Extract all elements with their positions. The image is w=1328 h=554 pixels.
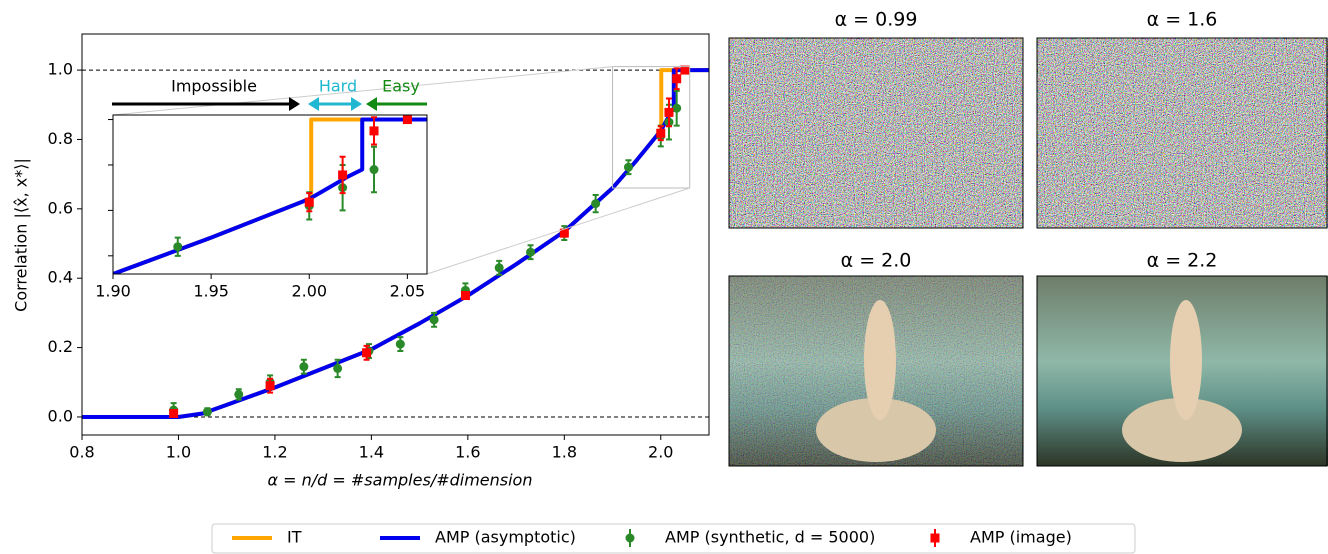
figure-shape — [864, 300, 896, 420]
annotation: Hard — [319, 77, 357, 96]
point — [460, 291, 470, 301]
point — [40, 290, 49, 299]
point — [304, 197, 314, 207]
panel-frame — [728, 275, 1024, 467]
x-tick-label: 1.8 — [552, 443, 577, 462]
x-tick-label: 2.0 — [648, 443, 673, 462]
panel-frame — [728, 37, 1024, 229]
point — [369, 165, 379, 175]
point — [429, 315, 439, 325]
point — [559, 228, 569, 238]
point — [362, 348, 372, 358]
y-tick-label: 0.8 — [48, 129, 73, 148]
y-tick-label: 0.6 — [48, 198, 73, 217]
point — [338, 170, 348, 180]
annotation: Impossible — [171, 77, 257, 96]
point — [395, 339, 405, 349]
shell — [816, 398, 936, 462]
line — [113, 117, 427, 274]
legend-label: AMP (asymptotic) — [435, 528, 576, 547]
x-tick-label: 1.2 — [262, 443, 287, 462]
point — [526, 247, 536, 257]
x-tick-label: 2.00 — [291, 282, 327, 301]
zoom-box — [612, 66, 691, 189]
x-tick-label: 1.0 — [166, 443, 191, 462]
x-tick-label: 2.05 — [390, 282, 426, 301]
panel-title: α = 0.99 — [835, 9, 918, 31]
x-tick-label: 1.90 — [95, 282, 131, 301]
panel-frame — [1036, 37, 1328, 229]
zoom-connector — [112, 66, 613, 116]
figure-shape — [1170, 300, 1202, 420]
zoom-connector — [426, 187, 690, 275]
point — [265, 381, 275, 391]
point — [202, 407, 212, 417]
panel-frame — [1036, 275, 1328, 467]
legend-label: AMP (synthetic, d = 5000) — [665, 528, 875, 547]
point — [591, 199, 601, 209]
legend-label: AMP (image) — [970, 528, 1072, 547]
point — [623, 162, 633, 172]
point — [333, 363, 343, 373]
shell — [1122, 398, 1242, 462]
panel-image — [1037, 38, 1328, 228]
x-axis-label: α = n/d = #samples/#dimension — [268, 471, 533, 490]
point — [656, 128, 666, 138]
legend-swatch — [930, 533, 940, 543]
legend-box — [211, 523, 1136, 554]
annotation: Easy — [382, 77, 420, 96]
point — [672, 103, 682, 113]
y-axis-label: Correlation |⟨x̂, x*⟩| — [12, 158, 31, 312]
point — [680, 65, 690, 75]
inset-background — [113, 115, 427, 274]
panel-title: α = 2.2 — [1147, 250, 1218, 272]
panel-image — [728, 37, 1024, 229]
arrow-head — [308, 97, 319, 111]
point — [402, 115, 412, 125]
error-bar — [41, 283, 47, 306]
y-tick-label: 0.2 — [48, 337, 73, 356]
legend-label: IT — [287, 528, 302, 547]
point — [664, 107, 674, 117]
arrow-head — [366, 97, 377, 111]
x-tick-label: 1.95 — [193, 282, 229, 301]
plot-area — [82, 65, 709, 419]
y-tick-label: 1.0 — [48, 60, 73, 79]
legend-swatch — [625, 533, 635, 543]
point — [494, 263, 504, 273]
x-tick-label: 1.6 — [455, 443, 480, 462]
x-tick-label: 0.8 — [69, 443, 94, 462]
y-tick-label: 0.4 — [48, 268, 73, 287]
axes-frame — [81, 33, 710, 436]
arrow-head — [289, 97, 300, 111]
point — [299, 362, 309, 372]
plot-area — [40, 115, 427, 306]
point — [369, 126, 379, 136]
axes-frame — [112, 114, 428, 275]
y-tick-label: 0.0 — [48, 406, 73, 425]
x-tick-label: 1.4 — [359, 443, 384, 462]
panel-title: α = 2.0 — [841, 250, 912, 272]
point — [173, 242, 183, 252]
point — [169, 408, 179, 418]
arrow-head — [351, 97, 362, 111]
point — [672, 74, 682, 84]
point — [234, 389, 244, 399]
panels: α = 0.99 α = 1.6 α = 2.0 α = 2.2 — [728, 9, 1328, 467]
panel-title: α = 1.6 — [1147, 9, 1218, 31]
